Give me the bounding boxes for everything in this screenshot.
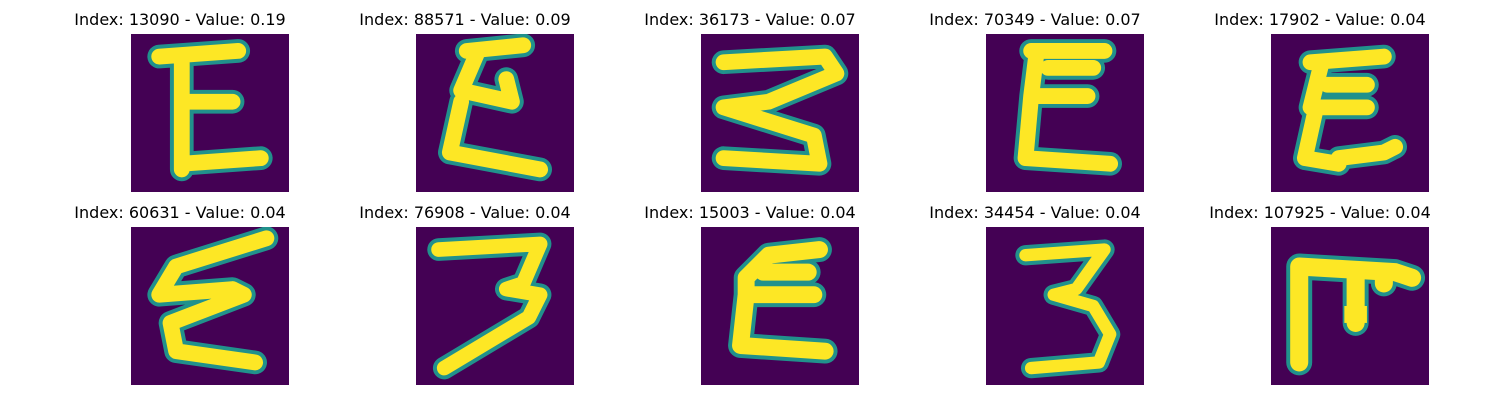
- panel-5: Index: 17902 - Value: 0.04: [1170, 0, 1470, 192]
- panel-title: Index: 36173 - Value: 0.07: [644, 10, 856, 29]
- panel-title: Index: 107925 - Value: 0.04: [1209, 203, 1431, 222]
- digit-image-svg: [986, 34, 1144, 192]
- digit-image-svg: [131, 34, 289, 192]
- digit-image-svg: [131, 227, 289, 385]
- digit-image-svg: [1271, 34, 1429, 192]
- digit-image: [986, 227, 1144, 385]
- panel-title: Index: 13090 - Value: 0.19: [74, 10, 286, 29]
- panel-8: Index: 15003 - Value: 0.04: [600, 193, 900, 385]
- panel-title: Index: 60631 - Value: 0.04: [74, 203, 286, 222]
- digit-image: [131, 34, 289, 192]
- digit-image: [416, 34, 574, 192]
- panel-title: Index: 15003 - Value: 0.04: [644, 203, 856, 222]
- digit-image: [1271, 34, 1429, 192]
- digit-image-svg: [416, 227, 574, 385]
- panel-title: Index: 76908 - Value: 0.04: [359, 203, 571, 222]
- digit-image-svg: [416, 34, 574, 192]
- panel-title: Index: 88571 - Value: 0.09: [359, 10, 571, 29]
- digit-image: [986, 34, 1144, 192]
- digit-image-svg: [701, 34, 859, 192]
- panel-3: Index: 36173 - Value: 0.07: [600, 0, 900, 192]
- digit-image: [701, 34, 859, 192]
- panel-title: Index: 34454 - Value: 0.04: [929, 203, 1141, 222]
- digit-image-svg: [986, 227, 1144, 385]
- digit-image: [416, 227, 574, 385]
- panel-title: Index: 17902 - Value: 0.04: [1214, 10, 1426, 29]
- panel-2: Index: 88571 - Value: 0.09: [315, 0, 615, 192]
- digit-image: [131, 227, 289, 385]
- digit-image-svg: [701, 227, 859, 385]
- panel-7: Index: 76908 - Value: 0.04: [315, 193, 615, 385]
- panel-4: Index: 70349 - Value: 0.07: [885, 0, 1185, 192]
- panel-title: Index: 70349 - Value: 0.07: [929, 10, 1141, 29]
- digit-image: [1271, 227, 1429, 385]
- digit-image: [701, 227, 859, 385]
- panel-6: Index: 60631 - Value: 0.04: [30, 193, 330, 385]
- panel-1: Index: 13090 - Value: 0.19: [30, 0, 330, 192]
- panel-10: Index: 107925 - Value: 0.04: [1170, 193, 1470, 385]
- digit-image-svg: [1271, 227, 1429, 385]
- panel-9: Index: 34454 - Value: 0.04: [885, 193, 1185, 385]
